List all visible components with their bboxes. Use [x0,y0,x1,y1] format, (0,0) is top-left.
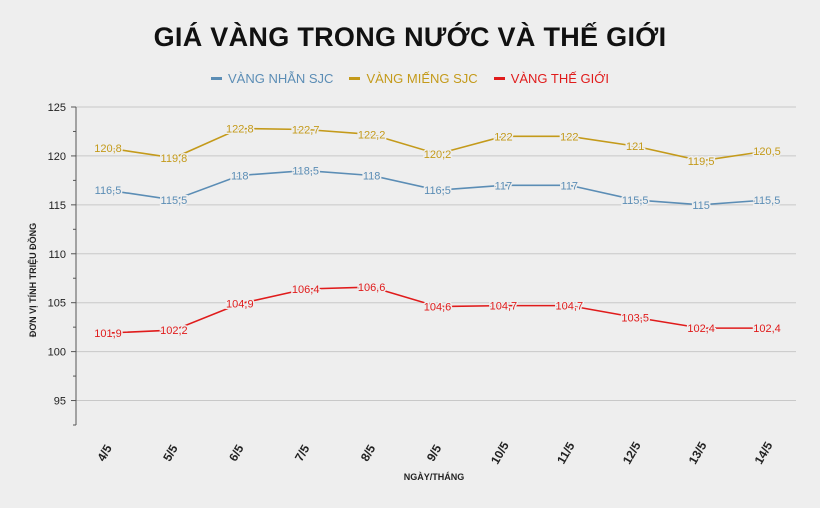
data-label: 103,5 [621,312,649,324]
x-tick-label: 8/5 [358,442,379,464]
legend-swatch [210,77,222,80]
data-label: 104,7 [490,301,518,313]
y-tick-label: 100 [48,347,66,359]
data-label: 122,8 [226,124,254,136]
data-label: 101,9 [94,328,122,340]
x-tick-label: 14/5 [752,439,776,467]
y-tick-label: 110 [48,249,66,261]
data-label: 122 [560,131,578,143]
data-point [501,183,505,187]
legend-item: VÀNG THẾ GIỚI [493,71,610,86]
data-label: 115 [692,200,710,212]
data-point [765,326,769,330]
data-label: 104,7 [556,301,584,313]
x-axis-label: NGÀY/THÁNG [404,472,465,482]
data-point [435,188,440,192]
legend-item: VÀNG MIẾNG SJC [349,71,478,86]
data-label: 121 [626,141,644,153]
data-point [106,146,110,150]
data-label: 115,5 [754,195,781,207]
data-point [370,132,374,136]
data-label: 120,5 [753,146,781,158]
data-point [370,285,374,289]
data-point [304,127,308,132]
data-label: 120,8 [94,143,122,155]
data-point [238,173,242,178]
data-label: 106,6 [358,282,386,294]
x-tick-label: 10/5 [488,439,512,467]
data-label: 116,5 [424,185,451,197]
data-point [501,134,505,138]
data-label: 119,8 [161,153,188,165]
data-point [567,183,571,187]
data-point [633,144,637,148]
chart-title: GIÁ VÀNG TRONG NƯỚC VÀ THẾ GIỚI [153,22,667,52]
data-point [501,304,505,308]
data-label: 117 [561,180,579,192]
data-label: 102,2 [160,325,188,337]
legend-label: VÀNG MIẾNG SJC [366,71,478,86]
data-point [370,173,374,178]
legend: VÀNG NHẪN SJC VÀNG MIẾNG SJC VÀNG THẾ GIỚI [0,68,820,86]
legend-swatch [493,77,505,80]
data-point [435,305,440,309]
legend-swatch [349,77,361,80]
data-point [699,159,703,163]
data-point [435,152,440,156]
data-label: 120,2 [424,149,452,161]
x-tick-label: 11/5 [554,439,578,466]
x-tick-label: 13/5 [686,439,710,467]
data-label: 117 [495,180,513,192]
data-point [699,326,703,330]
data-point [172,198,176,202]
legend-label: VÀNG THẾ GIỚI [510,71,610,86]
data-point [633,198,637,202]
data-label: 118 [231,170,249,182]
data-point [567,134,571,138]
data-label: 118,5 [292,166,319,178]
data-label: 122,2 [358,129,386,141]
data-point [304,287,308,291]
data-point [633,315,637,319]
data-label: 102,4 [687,323,715,335]
y-tick-label: 120 [48,151,66,163]
data-point [304,169,308,173]
y-tick-label: 115 [48,200,66,212]
data-label: 104,9 [226,299,254,311]
data-label: 122,7 [292,125,320,137]
data-point [765,149,769,153]
data-label: 104,6 [424,302,452,314]
y-tick-label: 95 [54,396,66,408]
data-point [172,328,176,332]
data-label: 118 [363,170,381,182]
data-point [106,331,110,335]
data-point [172,156,176,160]
data-point [238,126,242,131]
data-point [567,304,571,308]
data-label: 115,5 [622,195,649,207]
data-point [765,198,769,202]
data-point [106,188,110,192]
x-tick-label: 12/5 [620,439,644,467]
data-label: 115,5 [161,195,188,207]
data-label: 122 [494,131,512,143]
data-label: 102,4 [753,323,781,335]
x-tick-label: 7/5 [292,442,313,464]
data-label: 106,4 [292,284,320,296]
x-tick-label: 4/5 [94,442,115,464]
data-point [238,302,242,306]
y-tick-label: 105 [48,298,66,310]
x-tick-label: 5/5 [160,442,181,464]
data-label: 119,5 [688,156,715,168]
x-tick-label: 9/5 [424,442,445,464]
x-tick-label: 6/5 [226,442,247,464]
data-label: 116,5 [95,185,122,197]
y-axis-label: ĐƠN VỊ TÍNH TRIỆU ĐỒNG [27,223,38,337]
y-tick-label: 125 [48,102,66,114]
data-point [699,203,703,207]
legend-label: VÀNG NHẪN SJC [227,71,334,86]
legend-item: VÀNG NHẪN SJC [210,71,334,86]
